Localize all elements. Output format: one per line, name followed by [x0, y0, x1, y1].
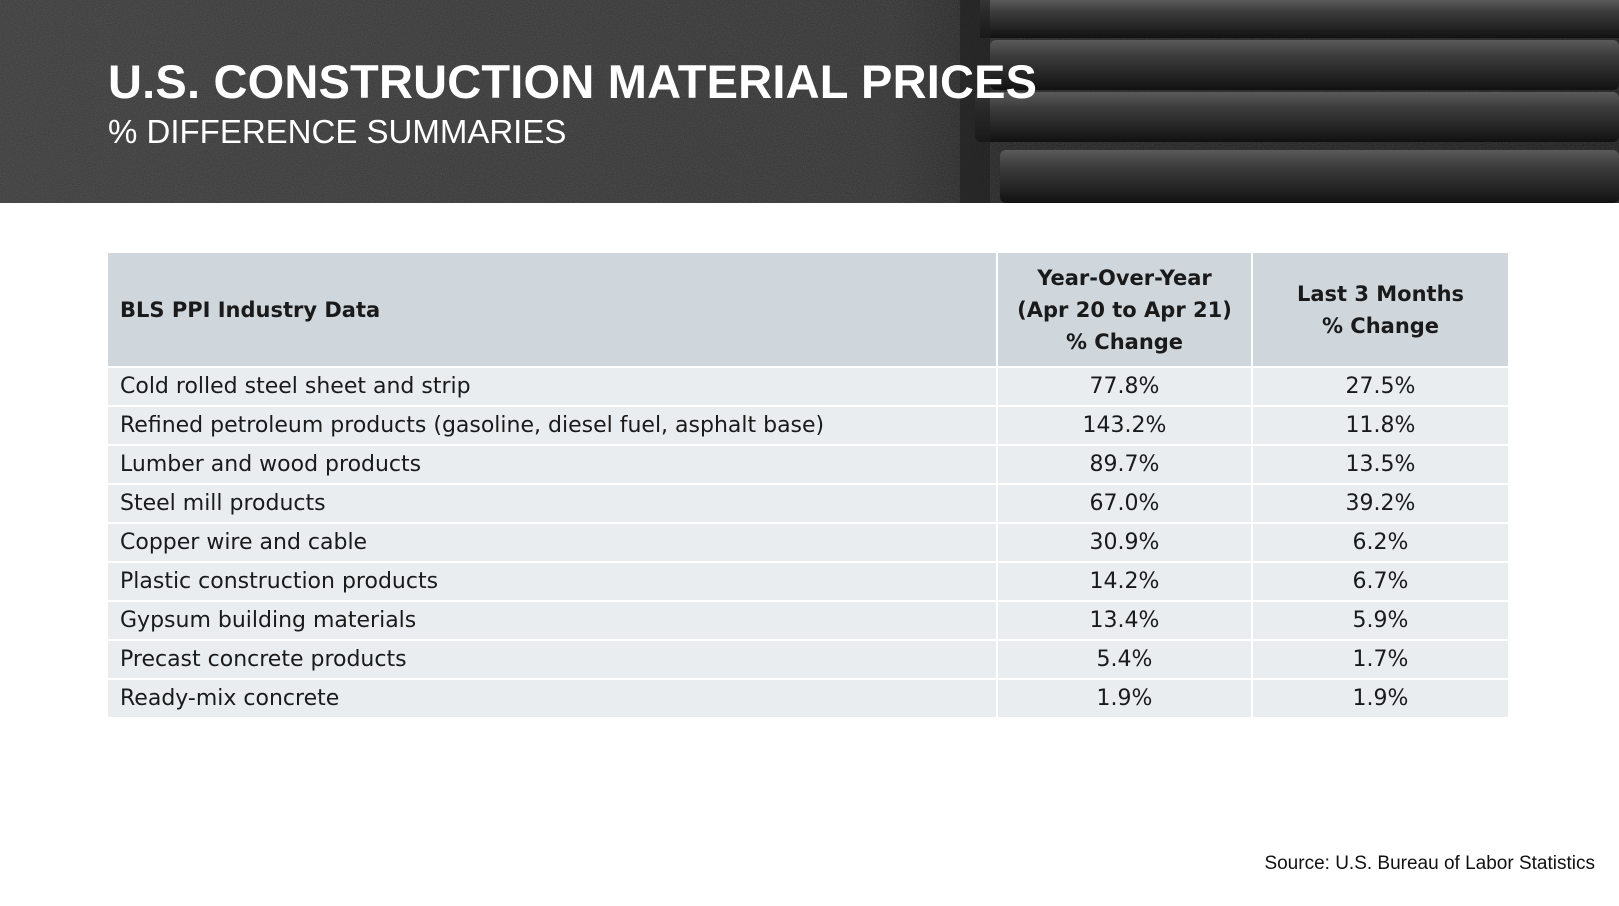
- industry-cell: Refined petroleum products (gasoline, di…: [108, 406, 998, 446]
- table-row: Gypsum building materials 13.4% 5.9%: [108, 601, 1508, 641]
- yoy-change-cell: 143.2%: [997, 406, 1253, 446]
- column-header-year-over-year: Year-Over-Year (Apr 20 to Apr 21) % Chan…: [997, 253, 1253, 368]
- yoy-change-cell: 13.4%: [997, 601, 1253, 641]
- last-3-months-cell: 27.5%: [1252, 367, 1508, 407]
- source-note: Source: U.S. Bureau of Labor Statistics: [1264, 853, 1595, 874]
- yoy-change-cell: 67.0%: [997, 484, 1253, 524]
- price-change-table: BLS PPI Industry Data Year-Over-Year (Ap…: [108, 253, 1508, 717]
- page-subtitle: % DIFFERENCE SUMMARIES: [108, 113, 567, 150]
- column-header-industry: BLS PPI Industry Data: [108, 253, 998, 368]
- yoy-change-cell: 77.8%: [997, 367, 1253, 407]
- table-row: Lumber and wood products 89.7% 13.5%: [108, 445, 1508, 485]
- industry-cell: Lumber and wood products: [108, 445, 998, 485]
- column-header-line: (Apr 20 to Apr 21): [1017, 297, 1232, 322]
- column-header-line: % Change: [1321, 313, 1440, 338]
- last-3-months-cell: 11.8%: [1252, 406, 1508, 446]
- last-3-months-cell: 1.9%: [1252, 679, 1508, 717]
- table-row: Ready-mix concrete 1.9% 1.9%: [108, 679, 1508, 717]
- industry-cell: Copper wire and cable: [108, 523, 998, 563]
- table-row: Precast concrete products 5.4% 1.7%: [108, 640, 1508, 680]
- yoy-change-cell: 14.2%: [997, 562, 1253, 602]
- yoy-change-cell: 5.4%: [997, 640, 1253, 680]
- last-3-months-cell: 6.2%: [1252, 523, 1508, 563]
- industry-cell: Plastic construction products: [108, 562, 998, 602]
- yoy-change-cell: 1.9%: [997, 679, 1253, 717]
- column-header-line: Year-Over-Year: [1037, 265, 1212, 290]
- industry-cell: Steel mill products: [108, 484, 998, 524]
- last-3-months-cell: 5.9%: [1252, 601, 1508, 641]
- table-row: Steel mill products 67.0% 39.2%: [108, 484, 1508, 524]
- table-row: Refined petroleum products (gasoline, di…: [108, 406, 1508, 446]
- industry-cell: Cold rolled steel sheet and strip: [108, 367, 998, 407]
- page-title: U.S. CONSTRUCTION MATERIAL PRICES: [108, 55, 1038, 108]
- table-row: Cold rolled steel sheet and strip 77.8% …: [108, 367, 1508, 407]
- last-3-months-cell: 6.7%: [1252, 562, 1508, 602]
- table-header-row: BLS PPI Industry Data Year-Over-Year (Ap…: [108, 253, 1508, 368]
- column-header-line: Last 3 Months: [1296, 281, 1465, 306]
- industry-cell: Ready-mix concrete: [108, 679, 998, 717]
- yoy-change-cell: 89.7%: [997, 445, 1253, 485]
- last-3-months-cell: 13.5%: [1252, 445, 1508, 485]
- banner-background-image: [0, 0, 1619, 203]
- last-3-months-cell: 1.7%: [1252, 640, 1508, 680]
- industry-cell: Gypsum building materials: [108, 601, 998, 641]
- column-header-line: % Change: [1065, 329, 1184, 354]
- last-3-months-cell: 39.2%: [1252, 484, 1508, 524]
- table-row: Plastic construction products 14.2% 6.7%: [108, 562, 1508, 602]
- industry-cell: Precast concrete products: [108, 640, 998, 680]
- header-banner: U.S. CONSTRUCTION MATERIAL PRICES % DIFF…: [0, 0, 1619, 203]
- yoy-change-cell: 30.9%: [997, 523, 1253, 563]
- table-row: Copper wire and cable 30.9% 6.2%: [108, 523, 1508, 563]
- column-header-last-3-months: Last 3 Months % Change: [1252, 253, 1508, 368]
